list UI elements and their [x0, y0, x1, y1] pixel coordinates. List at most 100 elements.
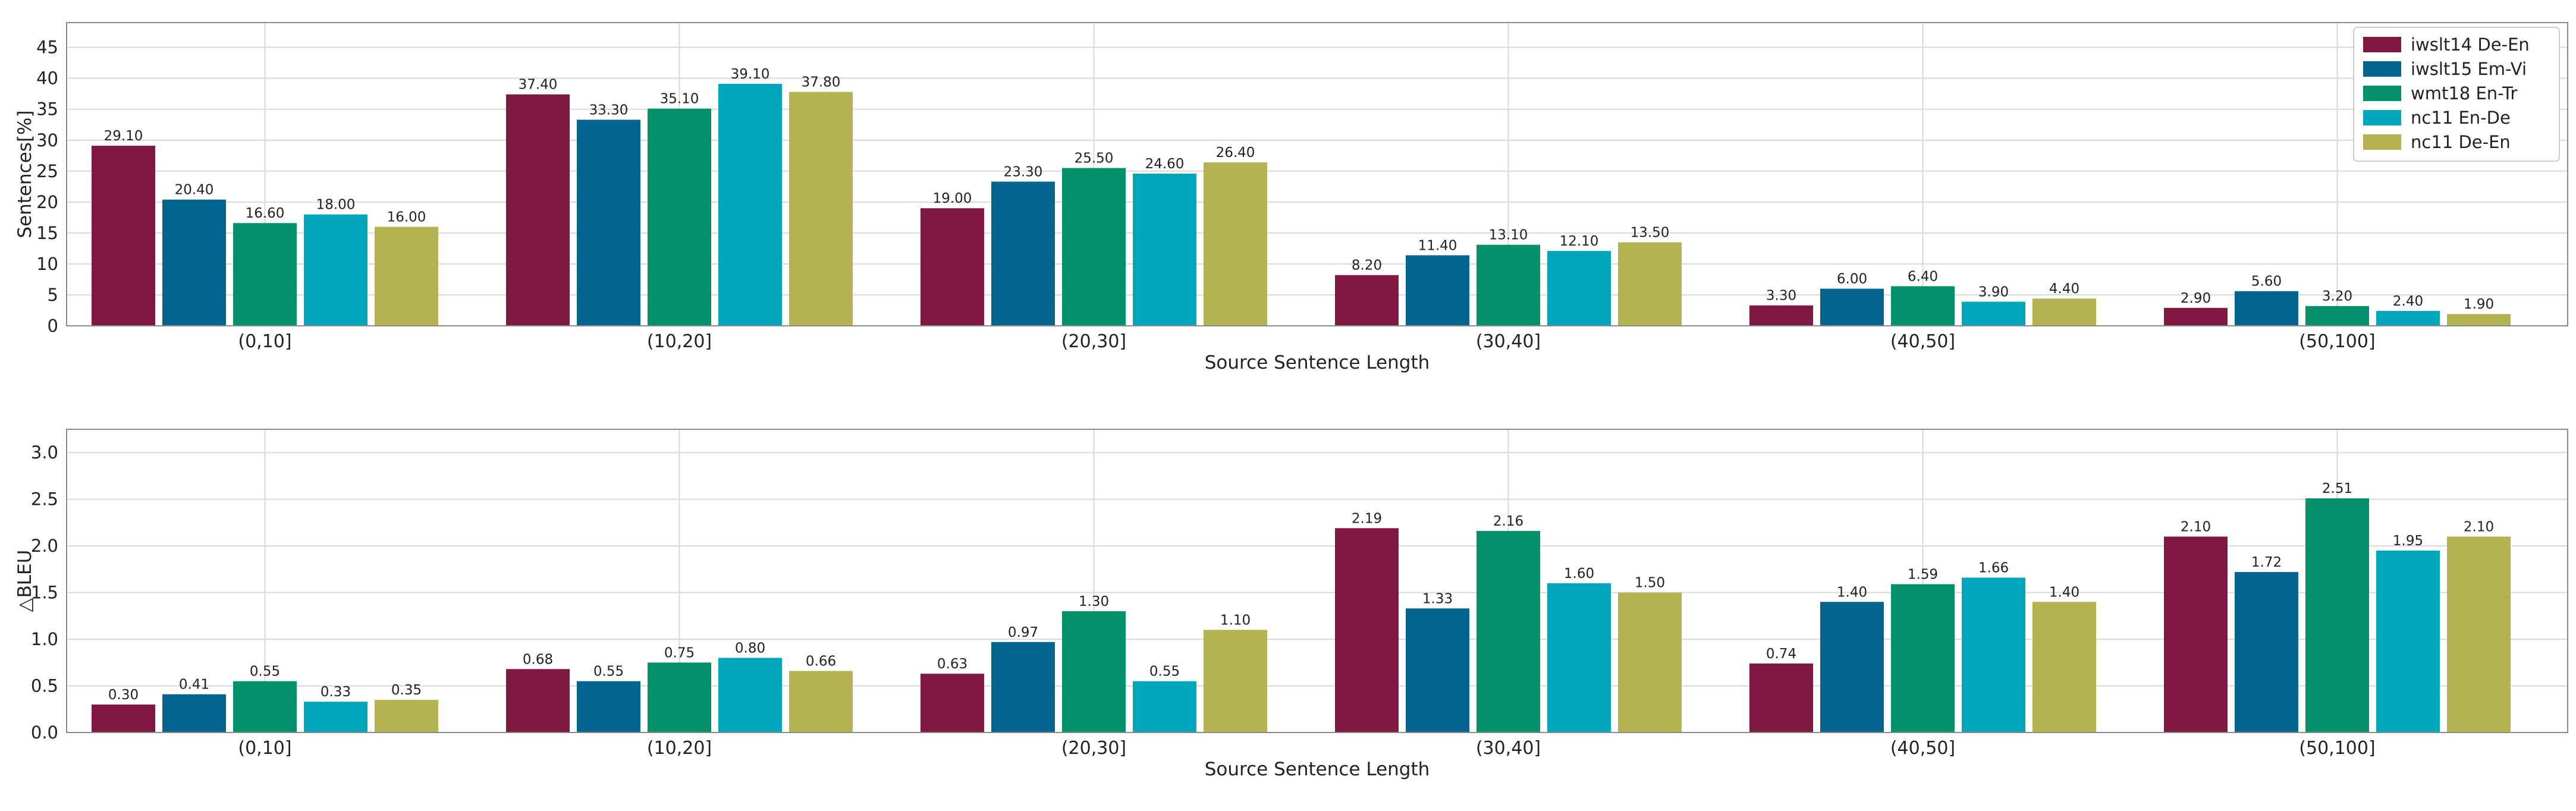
bar-value-label: 2.10 — [2181, 519, 2211, 535]
bar-value-label: 1.72 — [2251, 555, 2282, 570]
bar — [2376, 551, 2440, 733]
bar-value-label: 1.40 — [1837, 584, 1867, 600]
bar-value-label: 1.90 — [2464, 297, 2494, 312]
x-tick-label: (30,40] — [1476, 738, 1541, 759]
bar-value-label: 2.40 — [2393, 294, 2423, 309]
bar-value-label: 1.50 — [1635, 576, 1665, 591]
bar-value-label: 1.60 — [1564, 566, 1594, 581]
bar-value-label: 23.30 — [1004, 164, 1043, 180]
bar — [1820, 288, 1884, 326]
bar-value-label: 2.16 — [1493, 514, 1523, 529]
bar-value-label: 2.19 — [1352, 511, 1382, 526]
bar — [2235, 572, 2298, 733]
bar — [92, 146, 155, 326]
bar-value-label: 4.40 — [2049, 281, 2079, 297]
x-tick-label: (50,100] — [2299, 331, 2375, 352]
bar-value-label: 1.33 — [1422, 591, 1453, 606]
bar — [921, 674, 984, 733]
bar-value-label: 5.60 — [2251, 274, 2282, 290]
x-tick-label: (0,10] — [238, 738, 291, 759]
bar — [2164, 307, 2228, 326]
bar-value-label: 13.10 — [1489, 228, 1528, 243]
bar-value-label: 1.59 — [1908, 567, 1938, 582]
bar-value-label: 19.00 — [933, 191, 972, 206]
bar — [2032, 298, 2096, 326]
bar-value-label: 37.80 — [802, 75, 841, 90]
legend-label: nc11 En-De — [2411, 108, 2511, 128]
y-tick-label: 15 — [36, 223, 58, 243]
bar-value-label: 18.00 — [316, 197, 356, 213]
bar-value-label: 37.40 — [519, 77, 558, 93]
bar — [1618, 242, 1682, 326]
bar — [304, 702, 367, 733]
legend: iwslt14 De-En iwslt15 Em-Vi wmt18 En-Tr nc1… — [2353, 27, 2560, 162]
y-tick-label: 0 — [48, 316, 58, 336]
bar — [718, 84, 782, 326]
x-tick-label: (30,40] — [1476, 331, 1541, 352]
y-tick-label: 0.0 — [31, 722, 58, 743]
bar-value-label: 0.63 — [937, 656, 967, 672]
bar-value-label: 13.50 — [1631, 225, 1670, 240]
y-tick-label: 20 — [36, 192, 58, 212]
legend-label: iwslt15 Em-Vi — [2411, 59, 2527, 79]
bar — [1618, 592, 1682, 733]
bar-value-label: 0.97 — [1008, 625, 1038, 640]
bar — [1133, 681, 1196, 733]
bar — [2447, 314, 2511, 326]
bar — [1204, 630, 1267, 733]
bar-value-label: 39.10 — [731, 67, 770, 82]
bar — [2032, 602, 2096, 733]
bar — [1547, 251, 1611, 326]
y-tick-label: 1.0 — [31, 629, 58, 649]
bar — [991, 181, 1055, 326]
bar-value-label: 0.66 — [806, 653, 836, 669]
chart-panel-2: 0.0 0.5 1.0 1.5 2.0 2.5 3.0 0.30 0.68 0.63 2.19 0.7… — [14, 429, 2568, 780]
x-tick-label: (20,30] — [1061, 331, 1126, 352]
y-tick-label: 2.5 — [31, 489, 58, 510]
x-axis-label: Source Sentence Length — [1205, 352, 1430, 373]
bar — [92, 704, 155, 733]
bar-value-label: 26.40 — [1216, 145, 1255, 161]
legend-box — [2353, 27, 2560, 162]
bar-value-label: 3.30 — [1766, 288, 1796, 304]
bar-value-label: 0.55 — [250, 664, 280, 680]
bar — [648, 108, 711, 326]
bar-value-label: 20.40 — [175, 183, 214, 198]
legend-swatch — [2363, 134, 2401, 150]
bar-value-label: 0.41 — [179, 677, 209, 693]
bar-value-label: 6.40 — [1908, 269, 1938, 284]
bar — [718, 658, 782, 733]
bar-value-label: 2.10 — [2464, 519, 2494, 535]
y-tick-label: 2.0 — [31, 536, 58, 556]
bar — [1335, 275, 1399, 326]
y-axis-label: △BLEU — [14, 550, 36, 612]
bar — [375, 227, 438, 326]
bar-value-label: 33.30 — [589, 102, 629, 118]
legend-swatch — [2363, 110, 2401, 125]
bar — [648, 662, 711, 733]
y-tick-label: 1.5 — [31, 583, 58, 603]
bar-value-label: 2.90 — [2181, 291, 2211, 306]
bar-value-label: 0.68 — [523, 652, 553, 667]
bar — [1962, 301, 2025, 326]
y-tick-label: 35 — [36, 99, 58, 120]
bar-value-label: 0.33 — [321, 684, 351, 700]
bar-value-label: 1.10 — [1220, 612, 1251, 628]
bar — [2235, 291, 2298, 326]
bar — [1962, 577, 2025, 733]
bar-value-label: 1.95 — [2393, 533, 2423, 549]
bar — [2447, 536, 2511, 733]
bar — [577, 681, 640, 733]
bar — [921, 208, 984, 326]
bar — [789, 671, 853, 733]
y-tick-label: 30 — [36, 130, 58, 150]
bar — [1891, 584, 1955, 733]
bar — [1477, 244, 1540, 326]
bar — [506, 669, 570, 733]
bar-value-label: 8.20 — [1352, 258, 1382, 274]
bar — [506, 94, 570, 326]
bar-value-label: 29.10 — [104, 128, 143, 144]
x-tick-label: (0,10] — [238, 331, 291, 352]
bar — [162, 694, 226, 733]
y-tick-label: 25 — [36, 161, 58, 181]
